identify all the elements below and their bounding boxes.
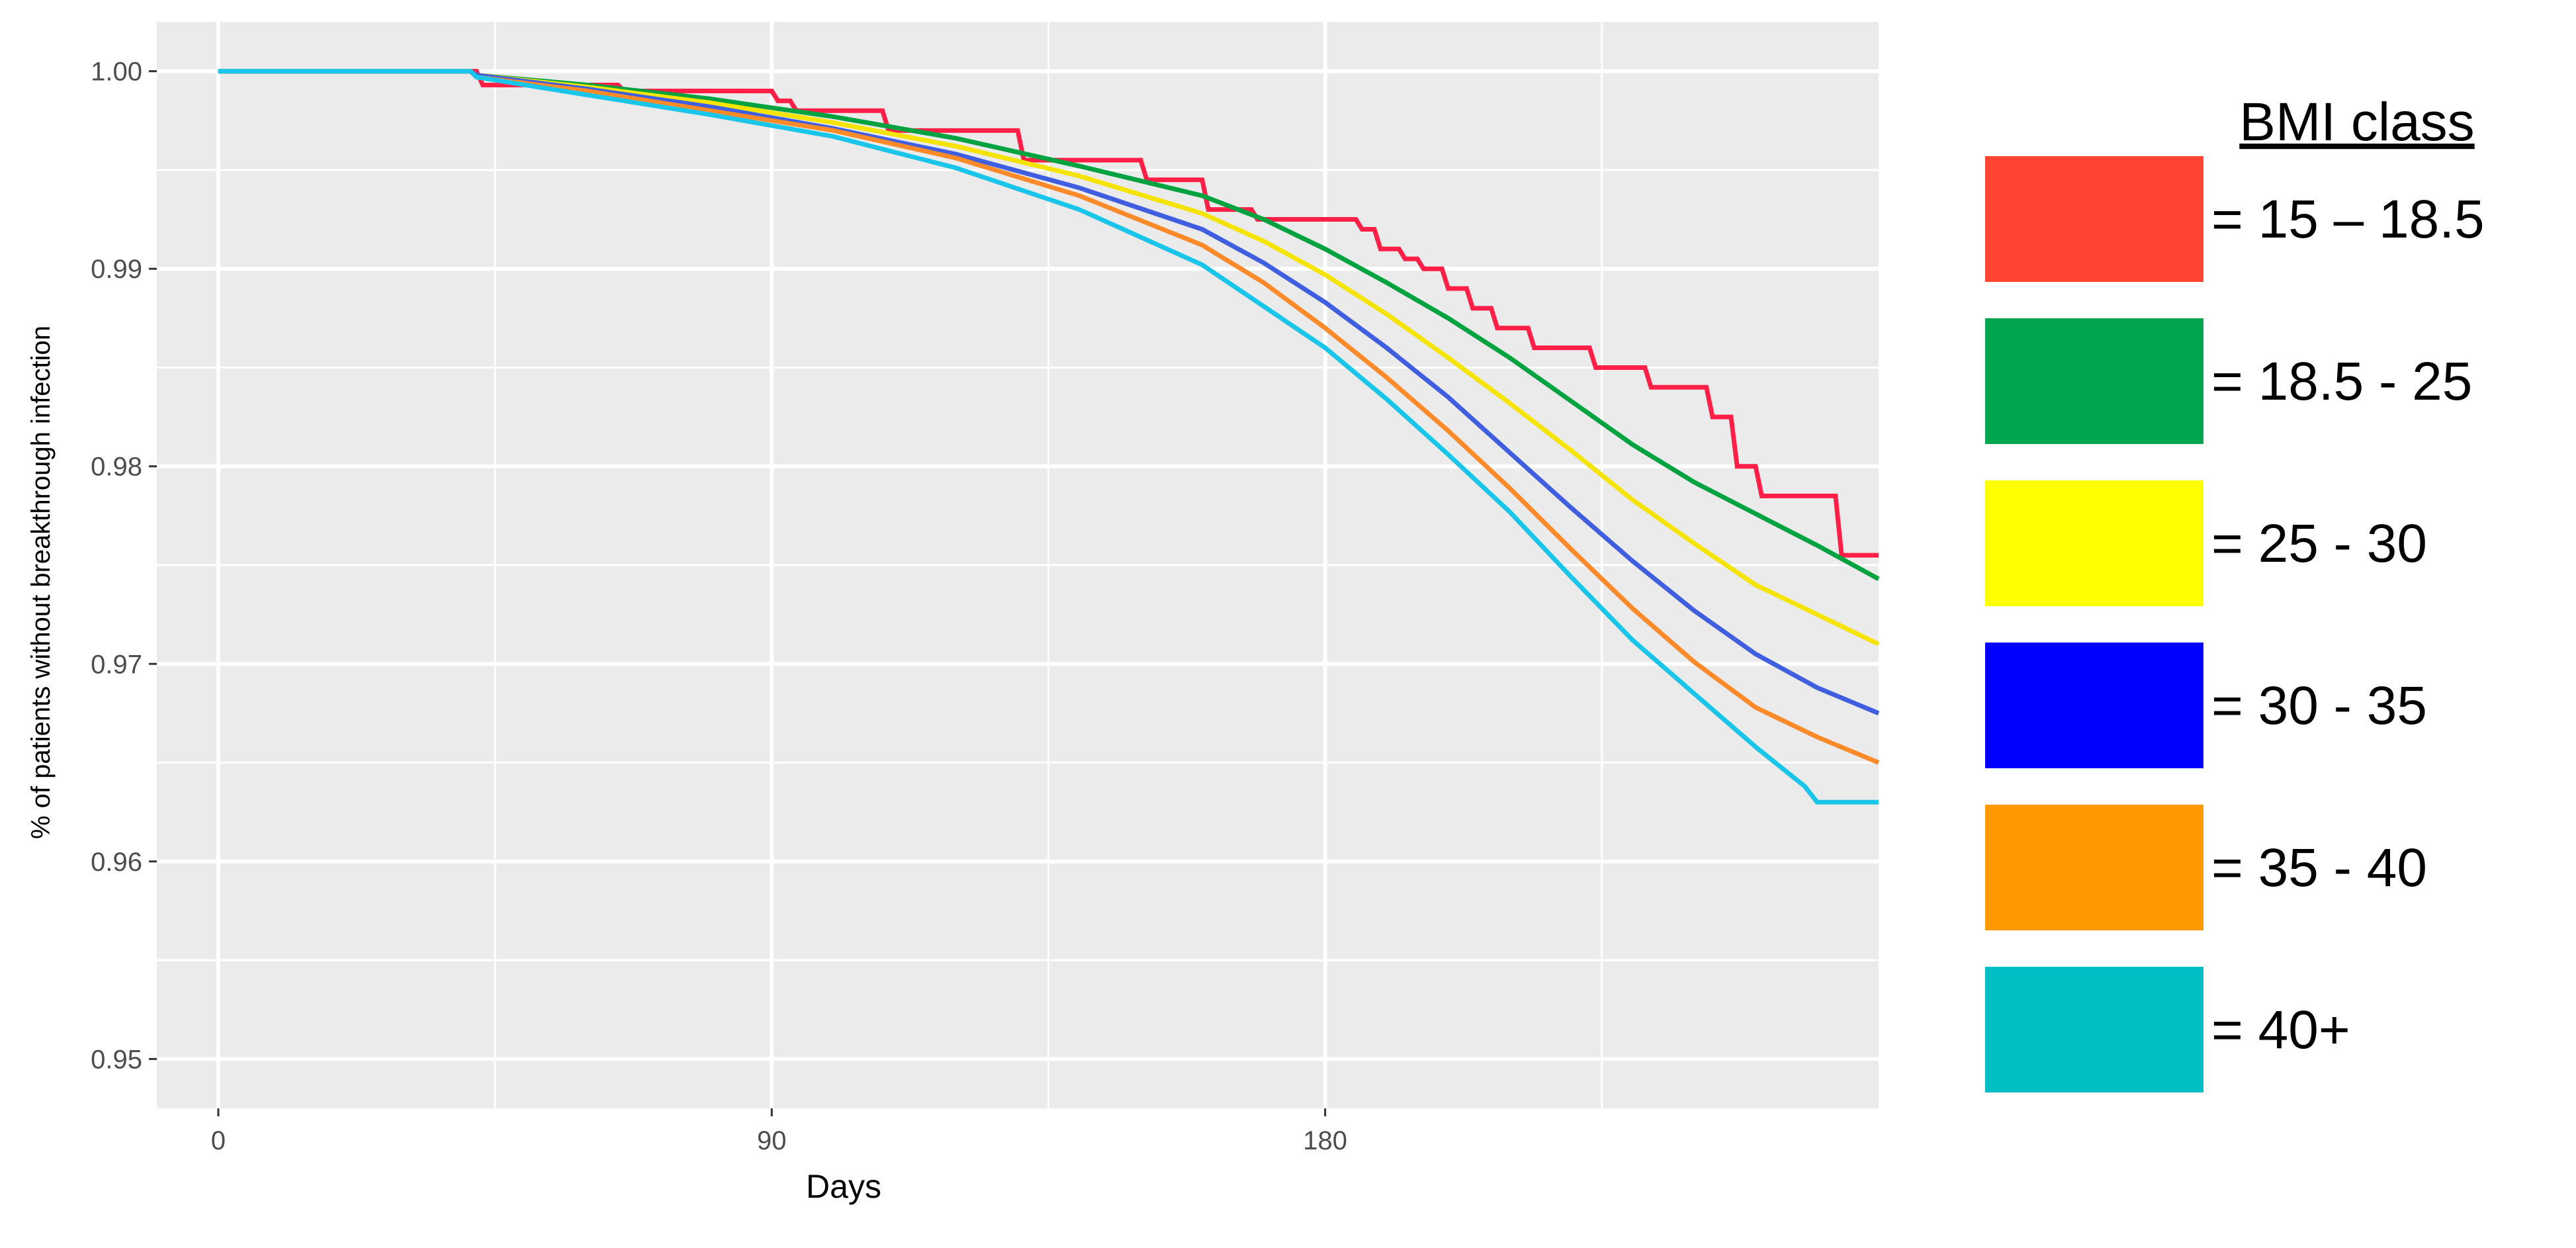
- minor-gridlines: [157, 22, 1879, 1108]
- x-axis-title: Days: [806, 1168, 881, 1205]
- legend-swatch-5: [1985, 967, 2203, 1092]
- legend-label-2: = 25 - 30: [2211, 513, 2427, 574]
- legend-label-5: = 40+: [2211, 1000, 2350, 1060]
- legend-swatch-0: [1985, 156, 2203, 282]
- legend-label-0: = 15 – 18.5: [2211, 189, 2485, 249]
- legend-label-4: = 35 - 40: [2211, 838, 2427, 898]
- y-tick-label: 0.99: [91, 255, 142, 284]
- legend-label-3: = 30 - 35: [2211, 676, 2427, 736]
- series-lines: [218, 69, 1880, 805]
- legend-swatch-3: [1985, 643, 2203, 768]
- y-tick-label: 1.00: [91, 58, 142, 87]
- major-gridlines: [157, 22, 1879, 1108]
- x-tick-label: 180: [1303, 1126, 1347, 1155]
- legend-swatch-1: [1985, 318, 2203, 444]
- y-tick-label: 0.96: [91, 848, 142, 877]
- y-tick-label: 0.97: [91, 650, 142, 679]
- y-axis-title: % of patients without breakthrough infec…: [26, 326, 56, 839]
- x-tick-label: 0: [211, 1126, 226, 1155]
- y-tick-label: 0.95: [91, 1045, 142, 1074]
- x-tick-label: 90: [757, 1126, 787, 1155]
- series-line-4: [218, 69, 1880, 765]
- y-axis: 0.95 0.96 0.97 0.98 0.99 1.00: [91, 58, 157, 1074]
- x-axis: 0 90 180: [211, 1108, 1347, 1155]
- legend: BMI class = 15 – 18.5 = 18.5 - 25 = 25 - 3…: [1985, 92, 2485, 1092]
- y-tick-label: 0.98: [91, 453, 142, 482]
- legend-label-1: = 18.5 - 25: [2211, 351, 2472, 412]
- legend-title: BMI class: [2239, 92, 2474, 152]
- legend-swatch-4: [1985, 805, 2203, 930]
- legend-swatch-2: [1985, 480, 2203, 606]
- series-line-5: [218, 69, 1879, 805]
